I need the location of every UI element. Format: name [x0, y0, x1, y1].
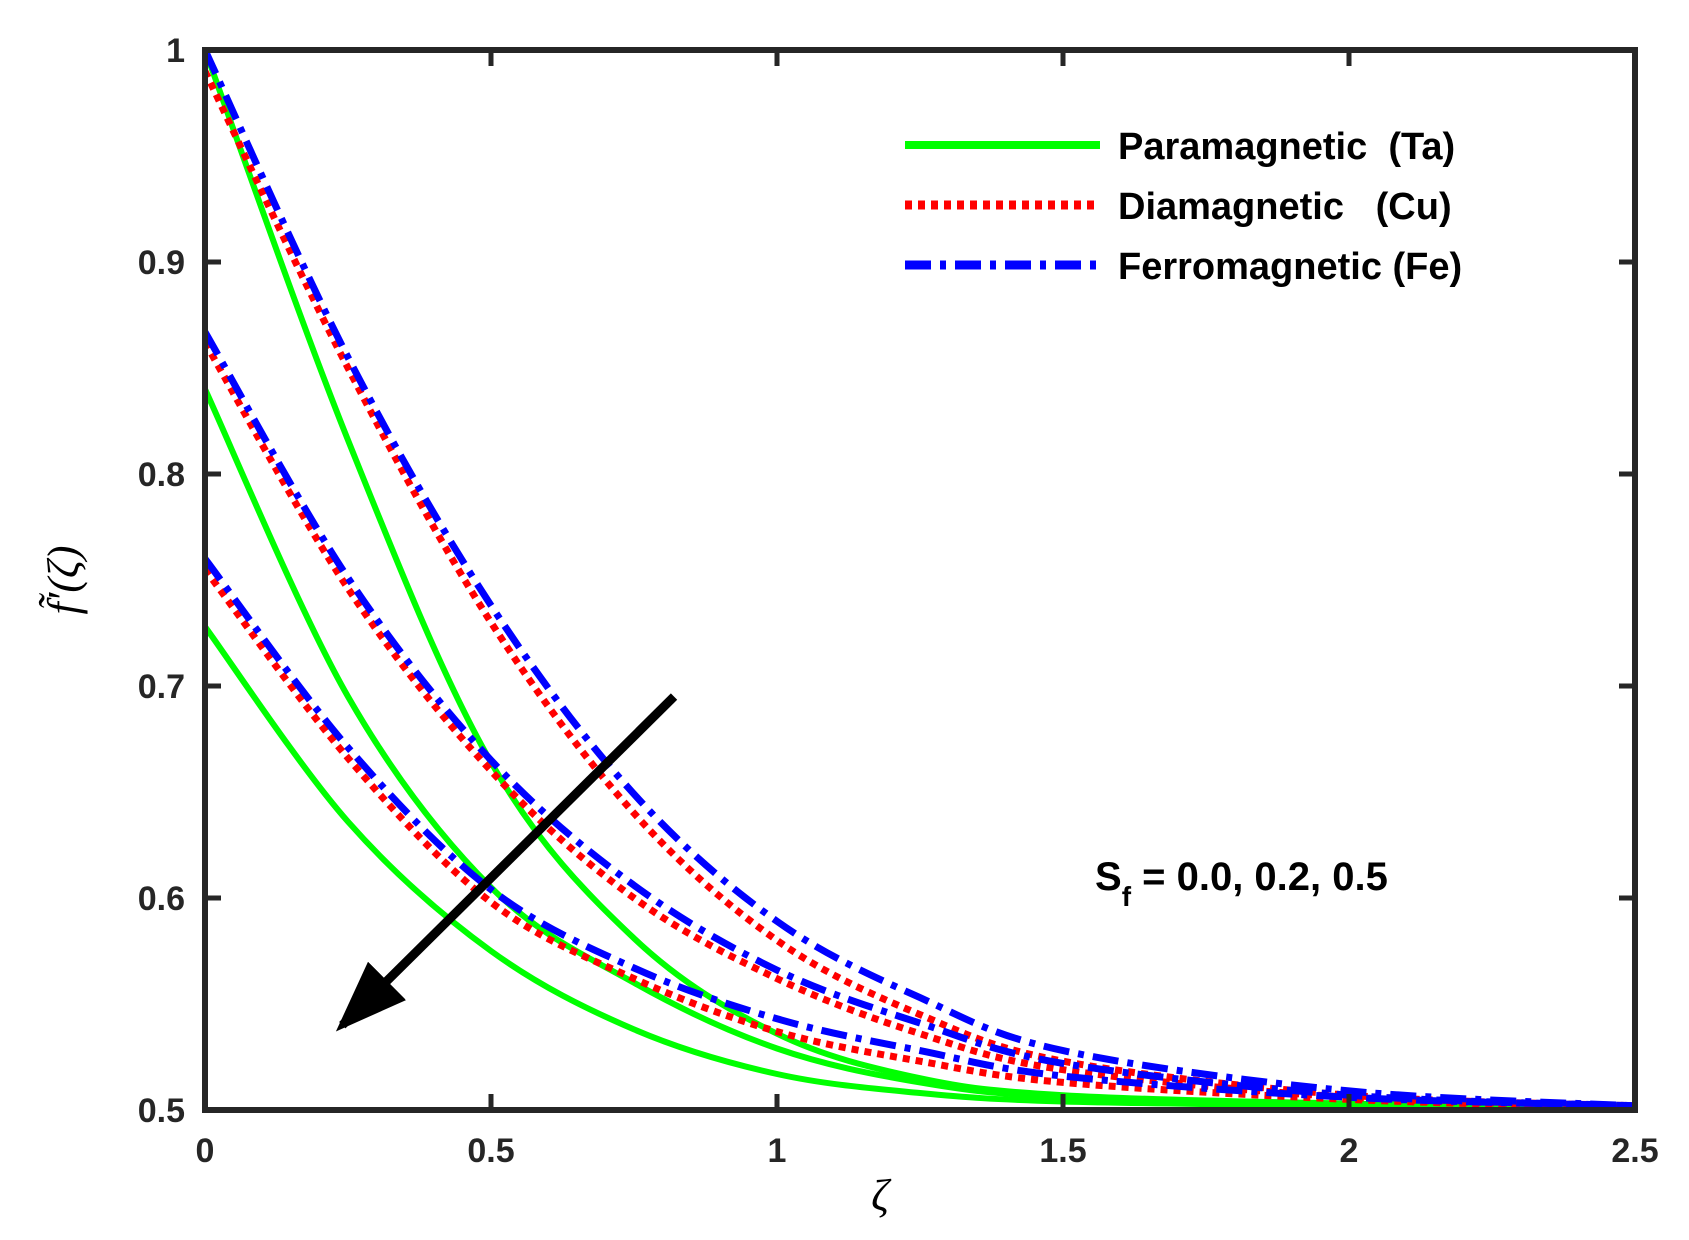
- y-tick-label: 0.9: [138, 244, 185, 282]
- x-tick-label: 0.5: [467, 1132, 514, 1170]
- sf-annotation: Sf = 0.0, 0.2, 0.5: [1095, 855, 1388, 912]
- arrow-layer: [335, 693, 678, 1032]
- x-axis-label: ζ: [871, 1171, 892, 1220]
- legend-label: Paramagnetic (Ta): [1118, 126, 1455, 168]
- legend-label: Diamagnetic (Cu): [1118, 186, 1452, 228]
- x-tick-label: 0: [196, 1132, 215, 1170]
- x-tick-label: 2.5: [1611, 1132, 1658, 1170]
- x-tick-label: 1.5: [1039, 1132, 1086, 1170]
- series-line-diamagnetic-4: [205, 340, 1635, 1110]
- series-line-ferromagnetic-7: [205, 330, 1635, 1110]
- y-tick-label: 1: [166, 32, 185, 70]
- sf-annotation-subscript: f: [1122, 881, 1132, 912]
- series-line-ferromagnetic-6: [205, 50, 1635, 1110]
- x-tick-label: 1: [768, 1132, 787, 1170]
- y-tick-label: 0.8: [138, 456, 185, 494]
- trend-arrow: [335, 693, 678, 1032]
- plot-frame: [202, 47, 1638, 1113]
- legend-label: Ferromagnetic (Fe): [1118, 246, 1462, 288]
- legend: Paramagnetic (Ta) Diamagnetic (Cu) Ferroma…: [905, 126, 1462, 288]
- series-line-paramagnetic-2: [205, 624, 1635, 1110]
- y-tick-label: 0.7: [138, 668, 185, 706]
- series-line-diamagnetic-3: [205, 69, 1635, 1110]
- x-tick-label: 2: [1340, 1132, 1359, 1170]
- sf-annotation-values: = 0.0, 0.2, 0.5: [1131, 855, 1388, 899]
- y-axis-label: f̃′(ζ): [39, 546, 88, 615]
- series-layer: [205, 50, 1635, 1110]
- sf-annotation-base: S: [1095, 855, 1122, 899]
- y-tick-label: 0.5: [138, 1092, 185, 1130]
- series-line-diamagnetic-5: [205, 567, 1635, 1110]
- series-line-ferromagnetic-8: [205, 556, 1635, 1110]
- tick-layer: 0 0.5 1 1.5 2 2.5 0.5 0.6 0.7 0.8 0.9 1: [138, 32, 1659, 1170]
- y-tick-label: 0.6: [138, 880, 185, 918]
